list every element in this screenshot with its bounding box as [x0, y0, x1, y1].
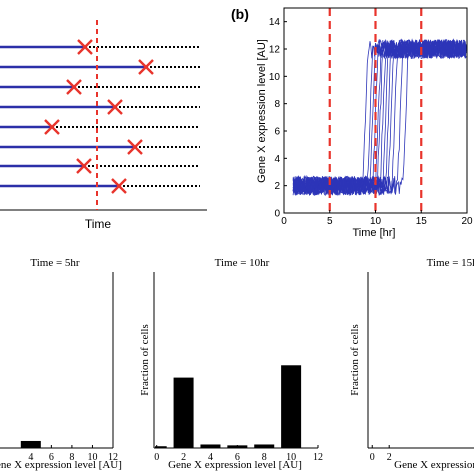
x-tick-label: 8 [69, 452, 74, 463]
x-tick-label: 5 [327, 216, 333, 227]
histogram-bar [173, 377, 194, 448]
division-cross-mark-icon [111, 178, 127, 194]
x-tick-label: 6 [49, 452, 54, 463]
histogram-bar [20, 440, 41, 448]
x-tick-label: 0 [154, 452, 159, 463]
x-tick-label: 10 [87, 452, 97, 463]
histogram-2: Time = 10hr 0 2 4 6 8 10 12 Gene X expression le… [139, 257, 323, 471]
y-tick-label: 14 [269, 17, 281, 28]
histogram-ylabel: Fraction of cells [349, 324, 361, 395]
x-tick-label: 8 [262, 452, 267, 463]
division-cross-mark-icon [127, 139, 143, 155]
panel-a-xlabel: Time [85, 217, 112, 231]
histogram-xlabel: Gene X expression level [AU] [168, 459, 302, 471]
histogram-title: Time = 15hr [427, 257, 474, 269]
y-tick-label: 6 [274, 127, 280, 138]
panel-b-label: (b) [231, 6, 249, 22]
trace-cell-13 [292, 39, 467, 196]
y-tick-label: 12 [269, 45, 281, 56]
x-tick-label: 4 [208, 452, 213, 463]
panel-a-timelines: Time [0, 20, 207, 231]
y-tick-label: 2 [274, 181, 280, 192]
panel-b-xlabel: Time [hr] [353, 227, 396, 239]
histogram-title: Time = 10hr [215, 257, 270, 269]
panel-b-reference-lines [328, 8, 423, 213]
panel-b-ticks: 0 5 10 15 20 0 2 4 6 8 10 12 14 [269, 17, 473, 227]
histogram-title: Time = 5hr [30, 257, 80, 269]
histogram-bar [281, 365, 302, 448]
y-tick-label: 0 [274, 209, 280, 220]
y-tick-label: 4 [274, 154, 280, 165]
division-cross-mark-icon [76, 158, 92, 174]
histogram-xlabel: Gene X expression level [AU] [0, 459, 122, 471]
x-tick-label: 0 [370, 452, 375, 463]
x-tick-label: 20 [461, 216, 473, 227]
x-tick-label: 0 [281, 216, 287, 227]
panel-b-ylabel: Gene X expression level [AU] [256, 39, 268, 183]
division-cross-mark-icon [66, 79, 82, 95]
y-tick-label: 10 [269, 72, 281, 83]
x-tick-label: 4 [28, 452, 33, 463]
x-tick-label: 12 [108, 452, 118, 463]
division-cross-mark-icon [44, 119, 60, 135]
x-tick-label: 2 [387, 452, 392, 463]
x-tick-label: 12 [313, 452, 323, 463]
histogram-xlabel: Gene X expression [394, 459, 474, 471]
histogram-bar [155, 446, 167, 448]
x-tick-label: 2 [181, 452, 186, 463]
x-tick-label: 6 [235, 452, 240, 463]
y-tick-label: 8 [274, 99, 280, 110]
division-cross-mark-icon [77, 39, 93, 55]
panel-b-series [292, 38, 467, 197]
x-tick-label: 10 [286, 452, 296, 463]
x-tick-label: 15 [416, 216, 428, 227]
panel-b-traces: (b) 0 5 10 15 20 0 2 4 6 8 10 12 14 Time [hr] Gene X… [231, 6, 473, 239]
trace-cell-6 [292, 39, 467, 196]
histogram-ylabel: Fraction of cells [139, 324, 151, 395]
x-tick-label: 10 [370, 216, 382, 227]
division-cross-mark-icon [138, 59, 154, 75]
division-cross-mark-icon [107, 99, 123, 115]
